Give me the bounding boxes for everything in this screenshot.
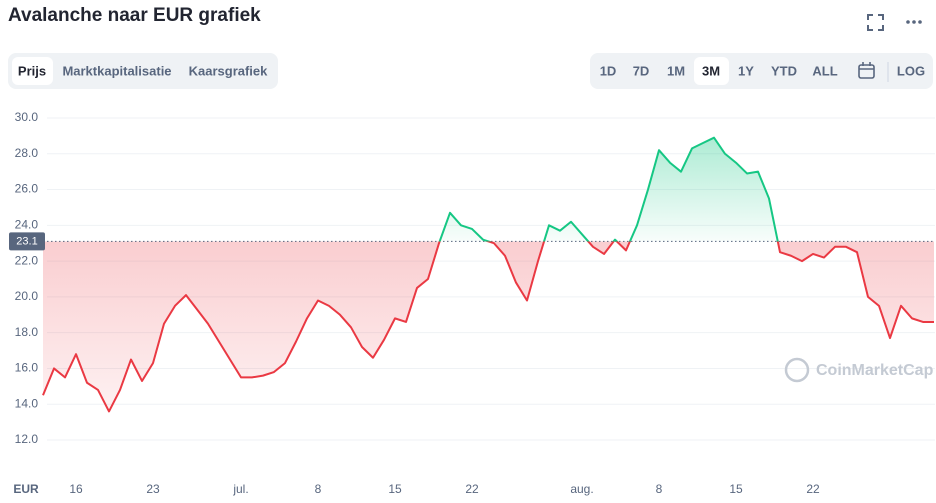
plot: 12.0 14.0 16.0 18.0 20.0 22.0 24.0 26.0 28.0 30.0… [9,110,935,496]
x-tick-label: 15 [388,482,402,496]
tab-selected [12,57,53,85]
y-tick-label: 20.0 [15,289,39,303]
calendar-icon[interactable] [858,62,875,79]
x-tick-label: 22 [806,482,820,496]
y-tick-label: 22.0 [15,253,39,267]
range-button[interactable]: YTD [771,63,797,78]
x-tick-label: jul. [232,482,248,496]
y-tick-label: 28.0 [15,146,39,160]
currency-label: EUR [13,482,39,496]
range-button[interactable]: 3M [702,63,720,78]
x-tick-label: 15 [729,482,743,496]
baseline-label: 23.1 [16,235,37,247]
y-tick-label: 30.0 [15,110,39,124]
x-tick-label: 22 [465,482,479,496]
range-selected [694,57,729,85]
y-tick-label: 14.0 [15,396,39,410]
watermark-logo [784,357,810,383]
range-button[interactable]: 1M [667,63,685,78]
range-bar [590,53,933,89]
price-line [42,136,934,413]
range-button[interactable]: 1D [600,63,617,78]
x-tick-label: aug. [570,482,593,496]
x-tick-label: 8 [315,482,322,496]
range-button[interactable]: 1Y [738,63,754,78]
x-tick-label: 8 [656,482,663,496]
price-area [43,137,934,412]
x-tick-label: 16 [69,482,83,496]
y-tick-label: 26.0 [15,182,39,196]
tab[interactable]: Kaarsgrafiek [189,63,269,78]
y-tick-label: 24.0 [15,218,39,232]
y-tick-label: 12.0 [15,432,39,446]
log-button[interactable]: LOG [897,63,925,78]
tab[interactable]: Prijs [18,63,46,78]
fullscreen-icon[interactable] [867,14,884,31]
x-tick-label: 23 [146,482,160,496]
tab[interactable]: Marktkapitalisatie [62,63,171,78]
y-tick-label: 16.0 [15,361,39,375]
more-icon[interactable] [906,20,922,24]
watermark: CoinMarketCap [816,362,934,379]
range-button[interactable]: ALL [812,63,837,78]
y-tick-label: 18.0 [15,325,39,339]
baseline-label-bg [9,232,45,251]
range-button[interactable]: 7D [633,63,650,78]
tab-bar [8,53,278,89]
title: Avalanche naar EUR grafiek [8,5,261,26]
